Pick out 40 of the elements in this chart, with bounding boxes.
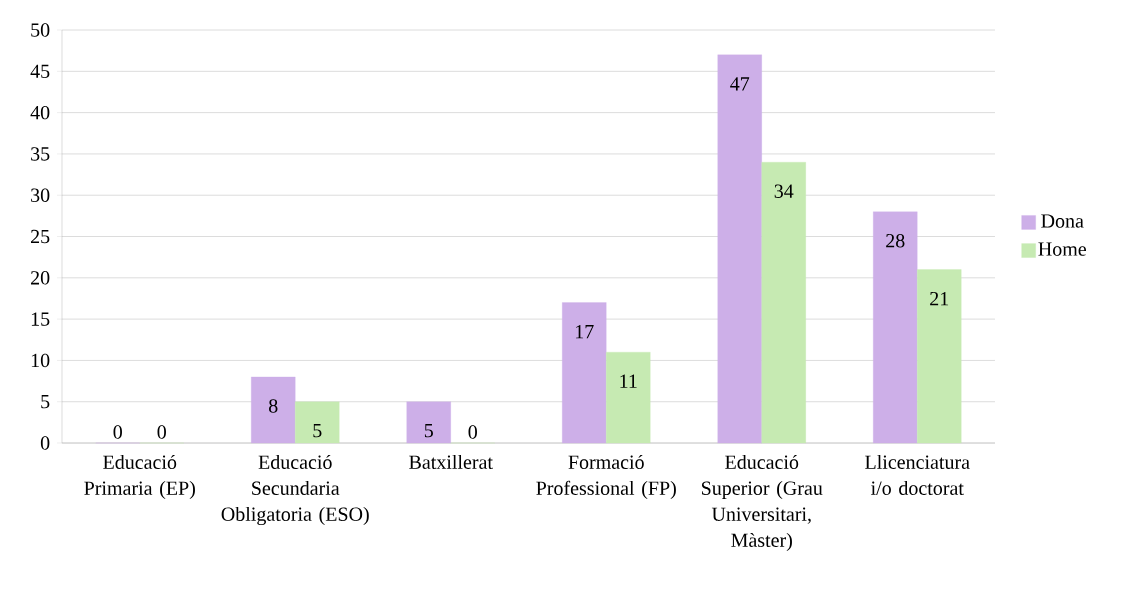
data-label: 17 [576,325,594,339]
data-label: 0 [157,425,166,439]
x-tick-label: Educació Superior (Grau Universitari, Màster) [701,454,823,552]
y-tick-label: 20 [31,271,50,285]
bar [251,376,296,444]
y-tick-label: 10 [31,353,50,368]
legend-label: Home [1038,242,1087,256]
x-tick-label: Educació Primaria (EP) [84,454,195,500]
data-label: 21 [930,291,949,306]
data-label: 0 [113,425,122,439]
data-label: 11 [620,374,637,388]
data-label: 5 [424,424,433,438]
data-label: 47 [730,77,750,91]
bar [917,269,962,444]
y-tick-label: 15 [31,312,50,326]
data-label: 8 [269,399,278,413]
y-tick-label: 30 [31,188,50,202]
bar [717,54,762,444]
y-tick-label: 40 [30,105,50,120]
y-tick-label: 0 [40,436,50,450]
bar [406,401,451,444]
y-tick-label: 35 [31,147,50,161]
x-tick-label: Llicenciatura i/o doctorat [865,454,970,495]
y-tick-label: 50 [31,23,50,37]
legend-label: Dona [1041,214,1084,228]
data-label: 5 [313,424,322,438]
x-tick-label: Formació Professional (FP) [536,454,676,500]
bar [873,211,918,444]
data-label: 0 [468,425,477,439]
bar [761,162,806,444]
y-tick-label: 45 [30,64,50,78]
x-tick-label: Batxillerat [409,454,493,469]
x-tick-label: Educació Secundaria Obligatoria (ESO) [221,454,369,526]
data-label: 34 [774,184,794,198]
y-tick-label: 5 [41,395,50,409]
bar [606,352,651,444]
y-tick-label: 25 [31,229,50,244]
bar [295,401,340,444]
bar [562,302,607,444]
data-label: 28 [886,234,905,248]
